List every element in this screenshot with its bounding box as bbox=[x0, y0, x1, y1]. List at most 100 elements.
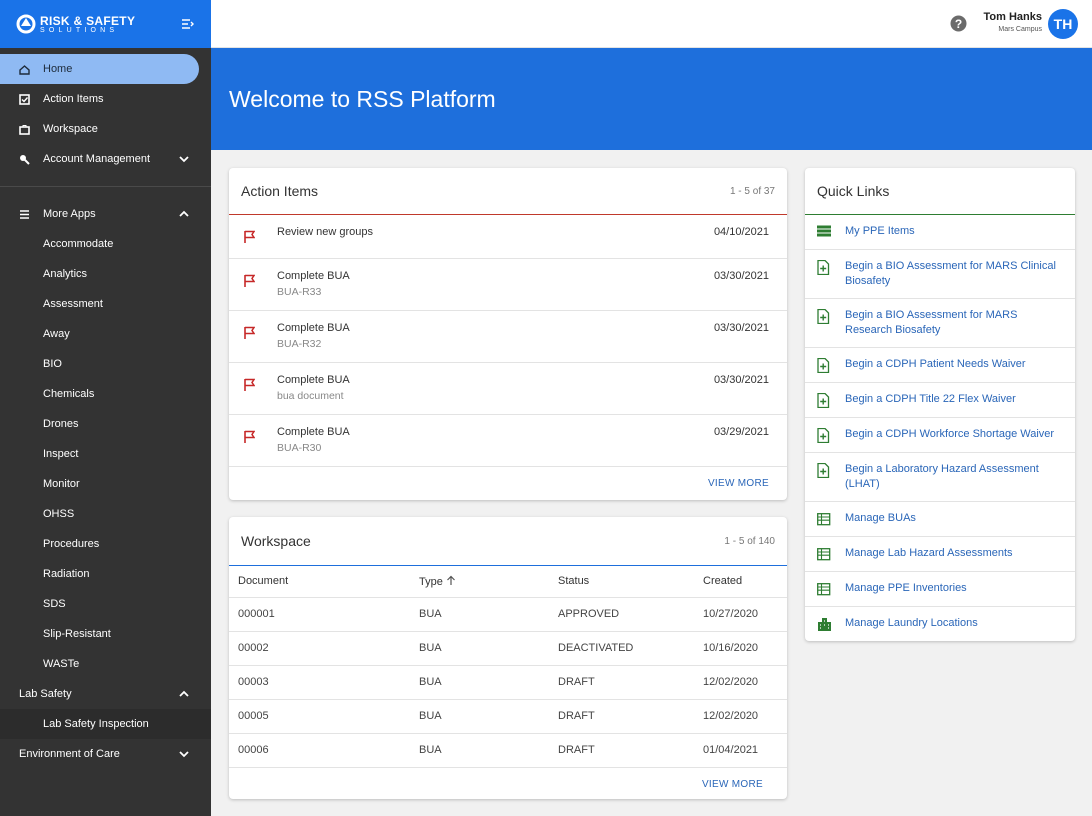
table-row[interactable]: 000001 BUA APPROVED 10/27/2020 bbox=[229, 597, 787, 632]
quick-link-icon bbox=[817, 513, 831, 526]
banner: Welcome to RSS Platform bbox=[211, 48, 1092, 150]
nav-item[interactable]: Monitor bbox=[43, 478, 80, 490]
user-info[interactable]: Tom Hanks Mars Campus bbox=[984, 11, 1042, 33]
help-button[interactable]: ? bbox=[950, 15, 967, 32]
nav-item[interactable]: Workspace bbox=[0, 114, 211, 144]
table-row[interactable]: 00003 BUA DRAFT 12/02/2020 bbox=[229, 665, 787, 700]
svg-text:?: ? bbox=[955, 17, 962, 31]
table-cell: 12/02/2020 bbox=[694, 699, 787, 734]
quick-link-icon bbox=[818, 618, 831, 631]
item-date: 04/10/2021 bbox=[713, 226, 769, 238]
item-text: Complete BUA bua document bbox=[277, 374, 714, 414]
quick-link[interactable]: Begin a CDPH Patient Needs Waiver bbox=[805, 348, 1075, 383]
view-more[interactable]: VIEW MORE bbox=[701, 778, 763, 790]
quick-link-label: Manage BUAs bbox=[845, 512, 916, 524]
quick-link[interactable]: Manage PPE Inventories bbox=[805, 572, 1075, 607]
logo-title: RISK & SAFETY bbox=[40, 14, 136, 28]
table-cell: 10/27/2020 bbox=[694, 597, 787, 632]
table-cell: 00002 bbox=[229, 631, 410, 666]
banner-title: Welcome to RSS Platform bbox=[229, 86, 496, 112]
card-header: Action Items 1 - 5 of 37 bbox=[229, 168, 787, 215]
item-date: 03/30/2021 bbox=[713, 270, 769, 282]
flag-cell bbox=[243, 374, 277, 414]
nav: Home Action Items Workspace Account Managem… bbox=[0, 48, 211, 769]
nav-item[interactable]: Procedures bbox=[43, 538, 100, 550]
logo-icon bbox=[16, 14, 36, 34]
table-row[interactable]: 00006 BUA DRAFT 01/04/2021 bbox=[229, 733, 787, 768]
quick-link[interactable]: My PPE Items bbox=[805, 215, 1075, 250]
avatar[interactable]: TH bbox=[1048, 9, 1078, 39]
quick-link-label: Begin a CDPH Title 22 Flex Waiver bbox=[845, 393, 1016, 405]
column-label: Document bbox=[238, 575, 289, 588]
nav-item[interactable]: Slip-Resistant bbox=[43, 628, 111, 640]
nav-item[interactable]: WASTe bbox=[43, 658, 80, 670]
flag-icon bbox=[244, 430, 256, 443]
logo[interactable]: RISK & SAFETY SOLUTIONS bbox=[0, 0, 211, 48]
quick-link-label: Begin a Laboratory Hazard Assessment (LH… bbox=[845, 463, 1039, 490]
quick-link[interactable]: Begin a CDPH Title 22 Flex Waiver bbox=[805, 383, 1075, 418]
quick-link[interactable]: Manage Lab Hazard Assessments bbox=[805, 537, 1075, 572]
quick-links-list: My PPE Items Begin a BIO Assessment for M… bbox=[805, 215, 1075, 641]
column-header: Document bbox=[229, 566, 410, 598]
action-item[interactable]: Complete BUA BUA-R32 03/30/2021 bbox=[229, 311, 787, 363]
user-name: Tom Hanks bbox=[983, 11, 1042, 23]
quick-link[interactable]: Begin a BIO Assessment for MARS Research… bbox=[805, 299, 1075, 348]
nav-group[interactable]: More Apps bbox=[0, 199, 211, 229]
nav-item[interactable]: Analytics bbox=[43, 268, 88, 280]
nav-item[interactable]: Drones bbox=[43, 418, 79, 430]
action-item[interactable]: Complete BUA BUA-R33 03/30/2021 bbox=[229, 259, 787, 311]
action-item[interactable]: Complete BUA BUA-R30 03/29/2021 bbox=[229, 415, 787, 467]
nav-item[interactable]: Action Items bbox=[0, 84, 211, 114]
action-item[interactable]: Complete BUA bua document 03/30/2021 bbox=[229, 363, 787, 415]
nav-item[interactable]: Radiation bbox=[43, 568, 90, 580]
nav-item[interactable]: OHSS bbox=[43, 508, 75, 520]
nav-item[interactable]: SDS bbox=[43, 598, 66, 610]
item-title: Review new groups bbox=[277, 226, 373, 238]
table-cell: DRAFT bbox=[549, 665, 694, 700]
card-range: 1 - 5 of 140 bbox=[724, 535, 775, 547]
quick-link-icon bbox=[817, 393, 830, 408]
column-header: Status bbox=[549, 566, 694, 598]
collapse-icon bbox=[179, 210, 189, 217]
flag-icon bbox=[244, 274, 256, 287]
nav-item[interactable]: BIO bbox=[43, 358, 62, 370]
quick-link[interactable]: Manage BUAs bbox=[805, 502, 1075, 537]
nav-item[interactable]: Inspect bbox=[43, 448, 79, 460]
nav-group[interactable]: Environment of Care bbox=[0, 739, 211, 769]
nav-item[interactable]: Lab Safety Inspection bbox=[43, 718, 149, 730]
quick-link[interactable]: Begin a Laboratory Hazard Assessment (LH… bbox=[805, 453, 1075, 502]
table-cell: 01/04/2021 bbox=[694, 733, 787, 768]
quick-link[interactable]: Begin a CDPH Workforce Shortage Waiver bbox=[805, 418, 1075, 453]
nav-item[interactable]: Account Management bbox=[0, 144, 211, 174]
quick-link-icon bbox=[817, 428, 830, 443]
view-more[interactable]: VIEW MORE bbox=[707, 478, 769, 489]
action-items-card: Action Items 1 - 5 of 37 Review new grou… bbox=[229, 168, 787, 500]
column-header[interactable]: Type bbox=[410, 566, 549, 598]
item-date: 03/30/2021 bbox=[713, 322, 769, 334]
nav-group[interactable]: Lab Safety bbox=[0, 679, 211, 709]
divider bbox=[0, 186, 211, 187]
table-row[interactable]: 00005 BUA DRAFT 12/02/2020 bbox=[229, 699, 787, 734]
nav-item[interactable]: Assessment bbox=[43, 298, 103, 310]
nav-item[interactable]: Accommodate bbox=[43, 238, 114, 250]
nav-label: Lab Safety bbox=[19, 688, 72, 700]
logo-subtitle: SOLUTIONS bbox=[40, 27, 119, 34]
column-label: Status bbox=[558, 575, 590, 588]
item-date: 03/30/2021 bbox=[713, 374, 769, 386]
column-header: Created bbox=[694, 566, 787, 598]
flag-cell bbox=[243, 270, 277, 310]
table-cell: APPROVED bbox=[549, 597, 694, 632]
table-row[interactable]: 00002 BUA DEACTIVATED 10/16/2020 bbox=[229, 631, 787, 666]
nav-item[interactable]: Away bbox=[43, 328, 70, 340]
table-cell: BUA bbox=[410, 597, 549, 632]
action-item[interactable]: Review new groups 04/10/2021 bbox=[229, 215, 787, 259]
quick-link-label: Manage PPE Inventories bbox=[845, 582, 967, 594]
quick-link[interactable]: Manage Laundry Locations bbox=[805, 607, 1075, 641]
top-bar: ? Tom Hanks Mars Campus TH bbox=[211, 0, 1092, 48]
quick-link-icon bbox=[817, 548, 831, 561]
quick-link-icon bbox=[817, 463, 830, 478]
nav-item[interactable]: Chemicals bbox=[43, 388, 95, 400]
nav-item[interactable]: Home bbox=[0, 54, 199, 84]
collapse-menu[interactable] bbox=[182, 19, 194, 29]
quick-link[interactable]: Begin a BIO Assessment for MARS Clinical… bbox=[805, 250, 1075, 299]
